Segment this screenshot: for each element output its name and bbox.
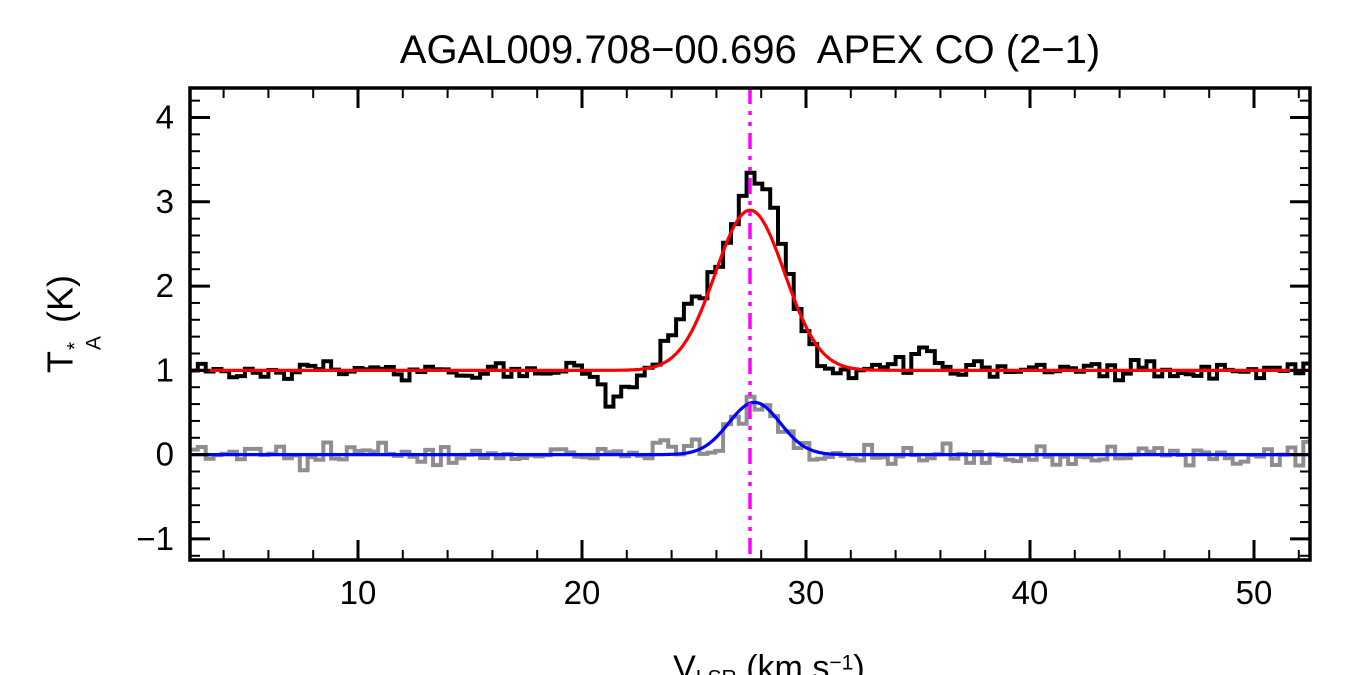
series-secondary-spectrum-histogram <box>190 394 1310 473</box>
x-tick-label: 40 <box>1012 574 1049 611</box>
y-tick-label: 3 <box>156 183 174 220</box>
chart-title: AGAL009.708−00.696 APEX CO (2−1) <box>399 28 1101 72</box>
y-tick-label: 1 <box>156 351 174 388</box>
series-main-spectrum-histogram <box>190 170 1310 409</box>
y-tick-label: 4 <box>156 99 174 136</box>
y-label-units: (K) <box>39 275 81 334</box>
y-label-symbol: T <box>39 350 81 373</box>
x-tick-label: 30 <box>788 574 825 611</box>
x-label-units: (km s <box>736 649 830 675</box>
plot-frame <box>188 86 1312 562</box>
y-label-subscript: A <box>82 336 106 350</box>
series-gaussian-fit-main <box>190 208 1310 372</box>
axes: 10 20 30 40 50 −1 0 1 2 3 4 <box>136 86 1312 611</box>
x-label-symbol: V <box>673 649 696 675</box>
y-tick-label: 0 <box>156 436 174 473</box>
x-axis-label: VLSR (km s−1) <box>190 610 1310 675</box>
x-label-subscript: LSR <box>696 666 737 675</box>
x-label-close: ) <box>853 649 865 675</box>
y-tick-label: −1 <box>136 520 174 557</box>
x-tick-label: 10 <box>340 574 377 611</box>
y-tick-label: 2 <box>156 267 174 304</box>
x-tick-label: 50 <box>1236 574 1273 611</box>
x-tick-label: 20 <box>564 574 601 611</box>
x-label-superscript: −1 <box>829 651 854 675</box>
